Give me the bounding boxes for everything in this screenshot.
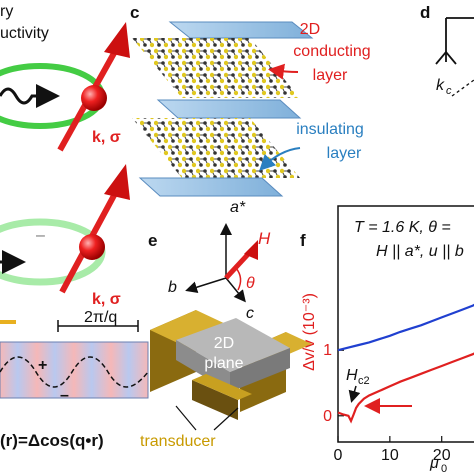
field-cone (244, 240, 258, 260)
slab-middle (156, 99, 302, 119)
sample-top (176, 318, 290, 372)
chart-ylabel: Δv/v (10⁻³) (301, 293, 318, 371)
panel-a: ry uctivity k, σ (0, 3, 130, 152)
field-label: H (258, 229, 271, 248)
panel-a-label-line2: uctivity (0, 25, 49, 42)
panel-e-letter: e (148, 231, 157, 250)
y-tick-label: 0 (323, 408, 332, 425)
chart-ticks: 0 10 20 0 1 (323, 342, 451, 464)
panel-f: f T = 1.6 K, θ = H || a*, u || b Δv/v (1… (300, 205, 474, 474)
spin-cone-b (104, 164, 130, 200)
conducting-label-line1: 2D (300, 21, 320, 38)
panel-f-letter: f (300, 231, 306, 250)
atom-layer-upper (132, 38, 300, 98)
panel-a-vector-label: k, σ (92, 129, 121, 146)
wavelength-label: 2π/q (84, 309, 117, 326)
wavy-arrow (0, 84, 60, 108)
x-tick-label: 0 (334, 447, 343, 464)
panel-d-arrowhead (435, 50, 457, 65)
plus-sign: + (38, 357, 47, 374)
axis-c (225, 277, 246, 303)
chart-condition-line2: H || a*, u || b (376, 243, 464, 260)
angle-arc (235, 267, 242, 291)
hc2-annotation-sub: c2 (358, 375, 370, 387)
panel-d-axis-sub: c (446, 85, 452, 97)
panel-c: c 2D conducting layer insulating layer (130, 3, 371, 197)
density-formula: (r)=Δcos(q•r) (0, 431, 104, 450)
chart-series (337, 303, 474, 424)
atom-layer-lower (132, 118, 300, 178)
panel-d-dashed (451, 79, 474, 97)
series-line-1 (337, 352, 474, 424)
hc2-annotation: H (346, 367, 358, 384)
axis-c-label: c (246, 305, 254, 322)
panel-d-letter: d (420, 3, 430, 22)
plane-label-line1: 2D (214, 335, 234, 352)
axis-b (185, 277, 227, 294)
electron-ball (81, 85, 107, 111)
gold-dash (0, 320, 16, 324)
transducer-pointer-left (175, 405, 197, 431)
conducting-label-line3: layer (313, 67, 348, 84)
plane-label-line2: plane (204, 355, 243, 372)
angle-label: θ (246, 275, 255, 292)
panel-a-label-line1: ry (0, 3, 13, 20)
sample-side (230, 348, 290, 392)
transducer-front-top (192, 374, 252, 400)
transducer-front (192, 380, 238, 420)
transducer-label: transducer (140, 433, 216, 450)
x-tick-label: 10 (381, 447, 399, 464)
electron-ball-b (79, 234, 105, 260)
cosine-wave (0, 356, 149, 388)
slab-bottom (138, 177, 284, 197)
panel-b-vector-label: k, σ (92, 291, 121, 308)
insulating-label-line1: insulating (296, 121, 364, 138)
axis-a-star-label: a* (230, 199, 246, 216)
slab-top (168, 21, 314, 39)
conducting-label-line2: conducting (293, 43, 370, 60)
minus-sign: – (60, 387, 69, 404)
chart-frame (337, 205, 474, 443)
conducting-arrow (268, 63, 299, 80)
panel-b: – k, σ 2π/q + – (r)=Δcos(q•r) (0, 164, 149, 450)
chart-xlabel-sub: 0 (441, 463, 447, 474)
panel-d: d k c (420, 3, 474, 97)
hc2-pointer (348, 385, 361, 403)
transducer-pointer-right (213, 407, 239, 431)
axis-b-label: b (168, 279, 177, 296)
panel-d-axis-label: k (436, 77, 445, 94)
insulating-arrow (259, 147, 301, 171)
series-line-0 (337, 303, 474, 352)
insulating-label-line2: layer (327, 145, 362, 162)
panel-c-letter: c (130, 3, 139, 22)
chart-condition-line1: T = 1.6 K, θ = (354, 219, 451, 236)
x-tick-label: 20 (433, 447, 451, 464)
panel-e: e a* b c H θ 2D plane transducer (140, 199, 312, 450)
spin-cone (104, 22, 130, 58)
panel-b-minus: – (36, 227, 45, 244)
y-tick-label: 1 (323, 342, 332, 359)
chart-xlabel: μ (429, 455, 439, 472)
transducer-left-top (150, 310, 230, 346)
